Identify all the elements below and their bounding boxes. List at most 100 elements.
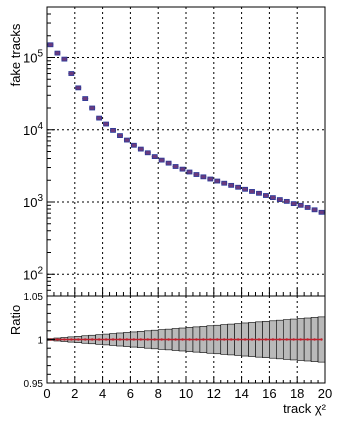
x-tick-label: 10 <box>179 386 193 401</box>
ratio-point <box>167 338 170 341</box>
ratio-point <box>285 338 288 341</box>
ratio-point <box>118 338 122 341</box>
data-point <box>186 169 193 175</box>
data-point <box>283 198 290 204</box>
y-tick-label-top: 102 <box>23 265 43 282</box>
y-tick-label-top: 104 <box>23 121 43 138</box>
ratio-point <box>174 338 177 341</box>
ratio-point <box>320 338 323 341</box>
ratio-point <box>146 338 149 341</box>
data-point <box>172 164 179 169</box>
data-point <box>165 160 172 166</box>
data-point <box>207 176 214 182</box>
ratio-point <box>299 338 302 341</box>
x-tick-label: 14 <box>234 386 248 401</box>
data-point <box>96 115 103 121</box>
data-point <box>200 174 207 180</box>
data-point <box>54 50 61 56</box>
data-point <box>103 121 109 127</box>
ratio-point <box>236 338 240 341</box>
data-point <box>269 195 276 201</box>
y-tick-label-ratio: 1.05 <box>24 292 44 303</box>
data-point <box>75 85 82 91</box>
ratio-point <box>195 338 198 341</box>
data-point <box>304 205 311 210</box>
data-point <box>117 133 123 138</box>
ratio-band-layer <box>46 316 326 363</box>
data-point <box>110 127 116 133</box>
ratio-point <box>153 338 156 341</box>
x-tick-label: 2 <box>71 386 78 401</box>
ratio-point <box>70 338 73 341</box>
ratio-point <box>278 338 282 341</box>
ratio-point <box>223 338 226 341</box>
data-point <box>124 137 130 143</box>
x-tick-label: 6 <box>127 386 134 401</box>
data-point <box>263 193 269 198</box>
data-point <box>276 197 283 202</box>
data-point <box>130 142 137 148</box>
ratio-point <box>139 338 143 341</box>
data-point <box>297 202 304 208</box>
x-tick-label: 0 <box>43 386 50 401</box>
x-tick-label: 20 <box>318 386 332 401</box>
data-point <box>151 154 158 159</box>
ratio-point <box>104 338 108 341</box>
data-marks-layer <box>47 42 325 215</box>
y-axis-title-top: fake tracks <box>8 23 23 86</box>
data-point <box>47 42 54 48</box>
ratio-point <box>132 338 136 341</box>
data-point <box>214 178 221 184</box>
ratio-point <box>97 338 101 341</box>
x-tick-label: 16 <box>262 386 276 401</box>
data-point <box>242 186 248 192</box>
ratio-point <box>250 338 254 341</box>
ratio-point <box>181 338 184 341</box>
ratio-point <box>77 338 80 341</box>
y-tick-label-ratio: 1 <box>37 336 43 347</box>
ratio-point <box>125 338 129 341</box>
ratio-point <box>216 338 219 341</box>
data-point <box>256 190 262 196</box>
y-tick-label-ratio: 0.95 <box>24 379 44 390</box>
ratio-point <box>271 338 275 341</box>
x-tick-label: 12 <box>207 386 221 401</box>
ratio-point <box>257 338 261 341</box>
x-axis-title: track χ² <box>283 401 327 416</box>
x-tick-label: 8 <box>155 386 162 401</box>
data-point <box>61 56 68 62</box>
ratio-point <box>243 338 247 341</box>
ratio-point <box>264 338 268 341</box>
ratio-point <box>84 338 87 341</box>
data-point <box>158 157 165 163</box>
ratio-point <box>111 338 115 341</box>
ratio-point <box>313 338 316 341</box>
y-tick-label-top: 105 <box>23 49 43 66</box>
axes-layer: 0 2 4 6 8 10 12 14 16 18 20 102 103 104 105 0.95 1 1.05 <box>23 6 332 401</box>
data-point <box>311 207 318 213</box>
data-point <box>221 180 228 186</box>
data-point <box>228 182 235 188</box>
ratio-point <box>63 338 66 341</box>
data-point <box>193 172 200 177</box>
data-point <box>82 96 89 101</box>
y-tick-label-top: 103 <box>23 193 43 210</box>
ratio-point <box>90 338 94 341</box>
data-point <box>137 146 144 152</box>
ratio-point <box>209 338 212 341</box>
x-tick-label: 18 <box>290 386 304 401</box>
y-axis-title-ratio: Ratio <box>8 305 23 335</box>
ratio-point <box>202 338 205 341</box>
ratio-point <box>292 338 295 341</box>
data-point <box>249 189 255 194</box>
ratio-point <box>229 338 233 341</box>
data-point <box>318 209 325 215</box>
data-point <box>89 105 96 111</box>
ratio-point <box>188 338 191 341</box>
data-point <box>235 184 242 190</box>
data-point <box>68 71 75 76</box>
data-point <box>290 201 297 207</box>
ratio-point <box>306 338 309 341</box>
x-tick-label: 4 <box>99 386 106 401</box>
